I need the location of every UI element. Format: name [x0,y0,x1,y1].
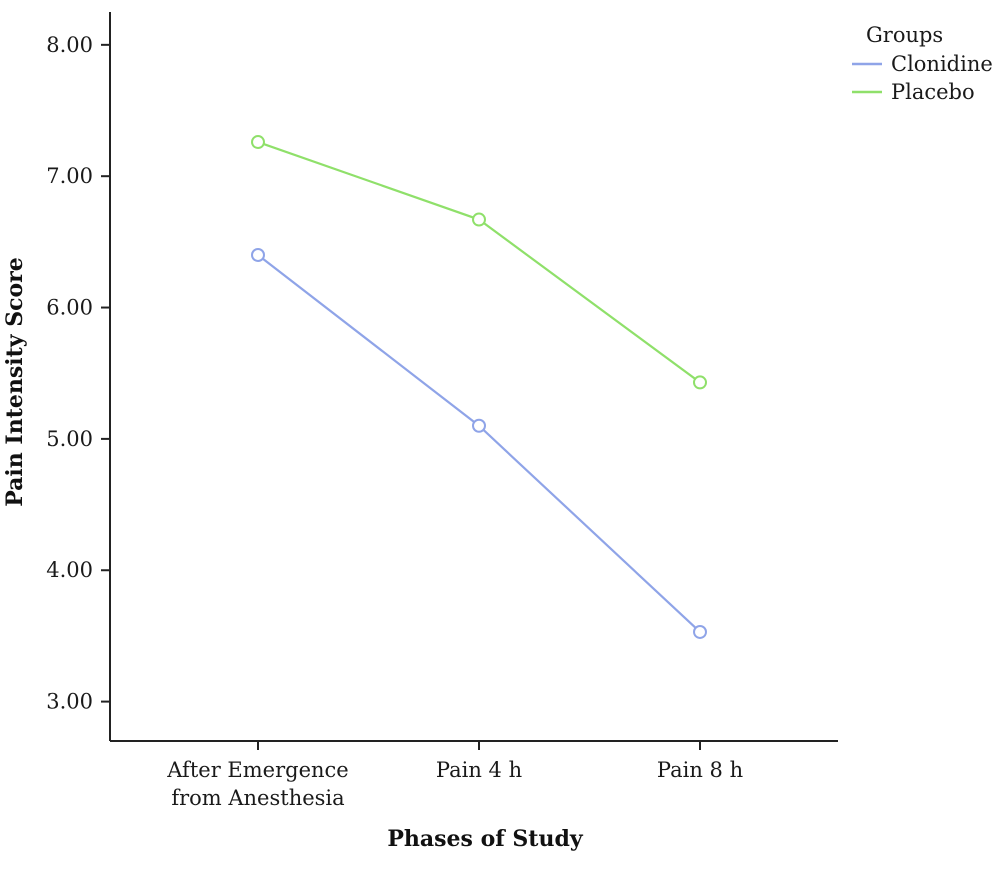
x-tick-label: Pain 4 h [436,758,522,782]
axes [109,12,838,742]
series-layer [251,135,707,639]
y-axis-title: Pain Intensity Score [2,257,28,507]
x-tick-label: Pain 8 h [657,758,743,782]
series-placebo [251,135,707,390]
y-tick-label: 5.00 [46,427,93,451]
data-point-placebo [472,212,486,227]
y-tick-label: 7.00 [46,164,93,188]
y-tick-label: 4.00 [46,558,93,582]
legend-label-placebo: Placebo [891,80,975,104]
y-tick-label: 6.00 [46,296,93,320]
series-clonidine [251,248,707,639]
data-point-placebo [693,375,707,390]
legend-label-clonidine: Clonidine [891,52,993,76]
data-point-clonidine [251,248,265,262]
data-point-clonidine [693,624,707,639]
data-point-clonidine [472,418,486,433]
y-tick-label: 3.00 [46,690,93,714]
data-point-placebo [251,135,265,150]
x-axis-title: Phases of Study [387,826,583,852]
legend-title: Groups [866,23,943,47]
x-tick-label: After Emergence [166,758,348,782]
y-axis-ticks: 3.00 4.00 5.00 6.00 7.00 8.00 [46,33,110,714]
series-line-placebo [257,140,701,384]
x-axis-ticks: After Emergence from Anesthesia Pain 4 h Pa… [166,741,743,810]
y-tick-label: 8.00 [46,33,93,57]
legend: Groups Clonidine Placebo [852,23,993,104]
series-line-clonidine [257,254,701,633]
x-tick-label: from Anesthesia [171,786,344,810]
